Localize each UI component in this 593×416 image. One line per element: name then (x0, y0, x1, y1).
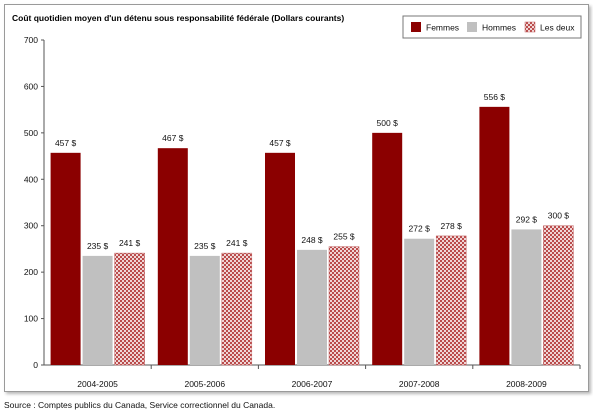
legend-box (402, 15, 582, 39)
plot-area: 0 100 200 300 400 500 600 700 2004-2005 457 $ 235 … (24, 35, 581, 389)
legend-swatch-les-deux (524, 21, 536, 33)
data-label: 235 $ (194, 241, 216, 251)
x-tick-label: 2004-2005 (77, 379, 118, 389)
data-label: 467 $ (162, 133, 184, 143)
data-label: 278 $ (441, 221, 463, 231)
x-tick-label: 2006-2007 (292, 379, 333, 389)
data-label: 556 $ (484, 92, 506, 102)
y-tick-label: 100 (24, 314, 38, 324)
data-label: 457 $ (55, 138, 77, 148)
bar-hommes (511, 229, 542, 365)
bar-les-deux (435, 235, 467, 366)
chart-frame: Coût quotidien moyen d'un détenu sous re… (4, 4, 589, 392)
bar-les-deux (221, 252, 253, 366)
y-tick-label: 0 (33, 360, 38, 370)
data-label: 255 $ (333, 232, 355, 242)
bar-femmes (479, 106, 510, 365)
legend: Femmes Hommes Les deux (402, 15, 582, 39)
y-tick-label: 600 (24, 81, 38, 91)
y-tick-label: 200 (24, 267, 38, 277)
bar-les-deux (114, 252, 145, 366)
bar-femmes (157, 148, 188, 365)
x-tick-label: 2007-2008 (399, 379, 440, 389)
bar-les-deux (543, 225, 574, 366)
x-tick-label: 2005-2006 (184, 379, 225, 389)
legend-swatch-femmes (411, 22, 421, 32)
bar-chart: Coût quotidien moyen d'un détenu sous re… (12, 13, 582, 389)
data-label: 457 $ (269, 138, 291, 148)
data-label: 292 $ (516, 214, 538, 224)
data-label: 500 $ (377, 118, 399, 128)
data-label: 241 $ (226, 238, 248, 248)
bar-femmes (372, 132, 403, 365)
data-label: 235 $ (87, 241, 109, 251)
bar-les-deux (328, 246, 360, 366)
bar-hommes (404, 238, 435, 365)
y-tick-label: 400 (24, 174, 38, 184)
data-label: 300 $ (548, 211, 570, 221)
y-tick-label: 300 (24, 221, 38, 231)
legend-label-hommes: Hommes (482, 23, 516, 33)
data-label: 248 $ (301, 235, 323, 245)
bar-femmes (265, 152, 295, 365)
data-label: 272 $ (409, 224, 431, 234)
chart-title: Coût quotidien moyen d'un détenu sous re… (12, 13, 344, 23)
bar-hommes (82, 255, 113, 365)
bar-femmes (50, 152, 81, 365)
source-note: Source : Comptes publics du Canada, Serv… (4, 400, 276, 410)
y-tick-label: 700 (24, 35, 38, 45)
y-tick-label: 500 (24, 128, 38, 138)
legend-label-les-deux: Les deux (540, 23, 575, 33)
legend-swatch-hommes (467, 22, 477, 32)
x-tick-label: 2008-2009 (506, 379, 547, 389)
bar-hommes (297, 249, 327, 365)
data-label: 241 $ (119, 238, 141, 248)
bar-hommes (189, 255, 220, 365)
legend-label-femmes: Femmes (426, 23, 459, 33)
